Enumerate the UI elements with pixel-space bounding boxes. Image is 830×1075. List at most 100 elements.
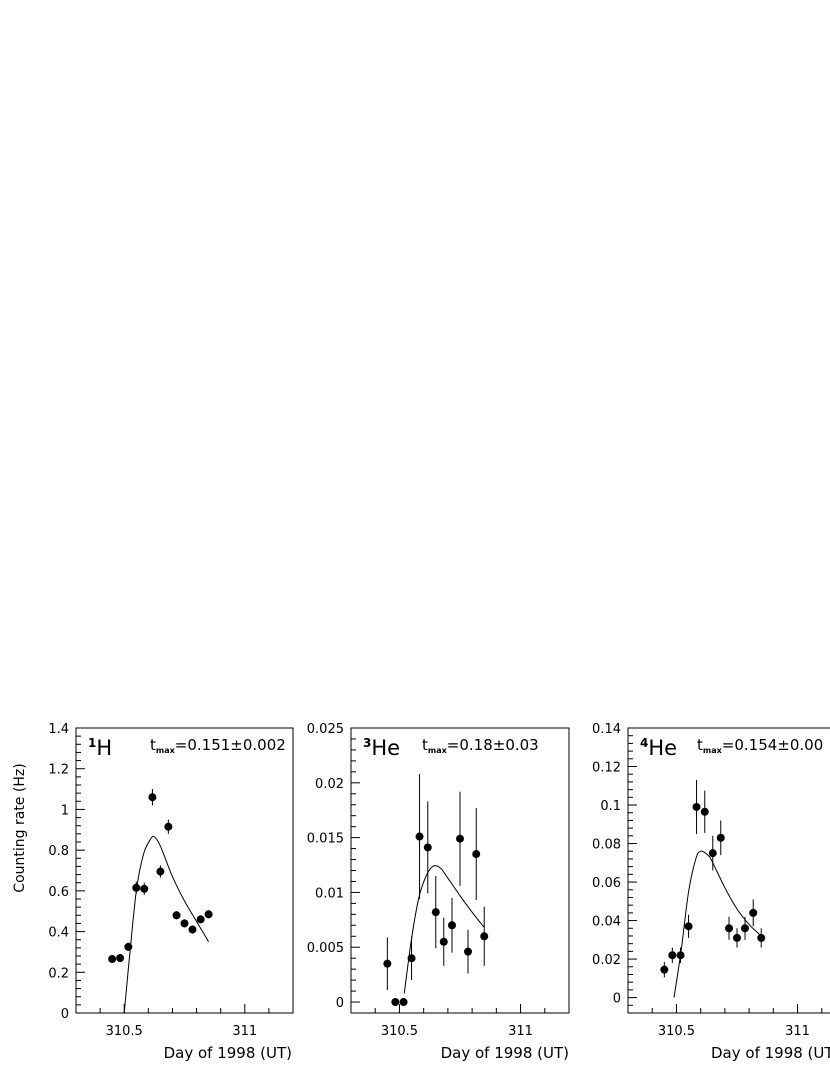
- x-tick-labels: 310.5 311: [381, 1024, 533, 1039]
- fit-curve-group: [403, 865, 485, 994]
- species-symbol: He: [648, 736, 677, 760]
- data-point: [423, 843, 432, 852]
- data-point: [660, 965, 669, 974]
- x-tick-labels: 310.5 311: [106, 1024, 258, 1039]
- data-point: [431, 908, 440, 917]
- y-axis-label: Counting rate (Hz): [12, 763, 28, 892]
- x-tick-label: 310.5: [658, 1024, 695, 1039]
- tmax-subscript: max: [156, 746, 176, 755]
- y-tick-label: 0: [613, 992, 621, 1007]
- data-point: [708, 849, 717, 858]
- data-point: [684, 922, 693, 931]
- panel-proton: 00.20.40.60.811.21.4 310.5 311 1H tmax=0.…: [48, 722, 294, 1062]
- data-point: [188, 925, 197, 934]
- species-label: 1H: [88, 736, 112, 760]
- data-point: [172, 911, 181, 920]
- axis-ticks: [350, 727, 570, 1014]
- fit-curve: [673, 850, 762, 998]
- y-tick-label: 0.1: [600, 799, 621, 814]
- data-point: [415, 832, 424, 841]
- axis-ticks: [627, 727, 823, 1014]
- data-point: [725, 924, 734, 933]
- tmax-annotation: tmax=0.154±0.00: [697, 736, 823, 755]
- tmax-subscript: max: [703, 746, 723, 755]
- y-tick-labels: 0 0.005 0.01 0.015 0.02 0.025: [307, 722, 344, 1011]
- species-label: 3He: [363, 736, 400, 760]
- x-tick-label: 311: [508, 1024, 533, 1039]
- data-point: [204, 910, 213, 919]
- y-tick-label: 0: [61, 1007, 69, 1022]
- data-point: [124, 942, 133, 951]
- data-point: [148, 793, 157, 802]
- data-points: [383, 774, 489, 1007]
- y-tick-label: 0.025: [307, 722, 344, 737]
- tmax-value: =0.151±0.002: [175, 736, 286, 754]
- x-axis-label: Day of 1998 (UT): [164, 1044, 292, 1062]
- y-tick-labels: 0 0.02 0.04 0.06 0.08 0.1 0.12 0.14: [592, 722, 621, 1007]
- data-point: [749, 908, 758, 917]
- x-axis-label: Day of 1998 (UT): [441, 1044, 569, 1062]
- y-tick-label: 0.4: [48, 926, 69, 941]
- fit-curve: [123, 835, 210, 1014]
- y-tick-label: 0.02: [315, 777, 344, 792]
- data-point: [700, 807, 709, 816]
- y-tick-label: 0.12: [592, 761, 621, 776]
- plot-frame: [627, 727, 830, 1014]
- x-tick-label: 311: [232, 1024, 257, 1039]
- data-point: [196, 915, 205, 924]
- data-point: [668, 951, 677, 960]
- y-tick-label: 1.2: [48, 763, 69, 778]
- y-tick-label: 0.6: [48, 885, 69, 900]
- y-tick-label: 0.02: [592, 953, 621, 968]
- data-point: [108, 955, 117, 964]
- data-point: [391, 998, 400, 1007]
- data-point: [180, 919, 189, 928]
- tmax-annotation: tmax=0.18±0.03: [422, 736, 539, 755]
- data-point: [676, 951, 685, 960]
- panel-helium-3: 0 0.005 0.01 0.015 0.02 0.025 310.5 311 3He tm…: [307, 722, 570, 1062]
- tmax-symbol: t: [697, 736, 703, 754]
- species-mass-number: 3: [363, 736, 371, 750]
- y-tick-labels: 0 0.2 0.4 0.6 0.8 1 1.2 1.4: [48, 722, 69, 1022]
- y-tick-label: 0.08: [592, 838, 621, 853]
- x-axis-label: Day of 1998 (UT): [711, 1044, 830, 1062]
- y-tick-label: 1.4: [48, 722, 69, 737]
- x-tick-label: 310.5: [381, 1024, 418, 1039]
- species-label: 4He: [640, 736, 677, 760]
- tmax-value: =0.154±0.00: [722, 736, 823, 754]
- data-point: [116, 954, 125, 963]
- y-tick-label: 0.005: [307, 941, 344, 956]
- fit-curve-group: [123, 835, 210, 1014]
- data-point: [399, 998, 408, 1007]
- species-mass-number: 4: [640, 736, 648, 750]
- data-point: [156, 867, 165, 876]
- data-point: [140, 884, 149, 893]
- x-tick-label: 310.5: [106, 1024, 143, 1039]
- data-point: [692, 802, 701, 811]
- y-tick-label: 0.2: [48, 966, 69, 981]
- data-point: [716, 833, 725, 842]
- y-tick-label: 0.06: [592, 876, 621, 891]
- y-tick-label: 0: [336, 996, 344, 1011]
- data-point: [740, 924, 749, 933]
- data-points: [660, 779, 766, 978]
- data-point: [407, 954, 416, 963]
- y-tick-label: 1: [61, 803, 69, 818]
- plot-frame: [75, 727, 294, 1014]
- y-tick-label: 0.8: [48, 844, 69, 859]
- y-tick-label: 0.04: [592, 915, 621, 930]
- data-point: [448, 921, 457, 930]
- fit-curve: [403, 865, 485, 994]
- data-point: [456, 834, 464, 843]
- tmax-symbol: t: [150, 736, 156, 754]
- tmax-symbol: t: [422, 736, 428, 754]
- data-point: [463, 947, 472, 956]
- species-symbol: H: [96, 736, 112, 760]
- data-point: [757, 933, 766, 942]
- tmax-annotation: tmax=0.151±0.002: [150, 736, 286, 755]
- species-mass-number: 1: [88, 736, 96, 750]
- tmax-subscript: max: [428, 746, 448, 755]
- x-tick-labels: 310.5 311: [658, 1024, 810, 1039]
- species-symbol: He: [371, 736, 400, 760]
